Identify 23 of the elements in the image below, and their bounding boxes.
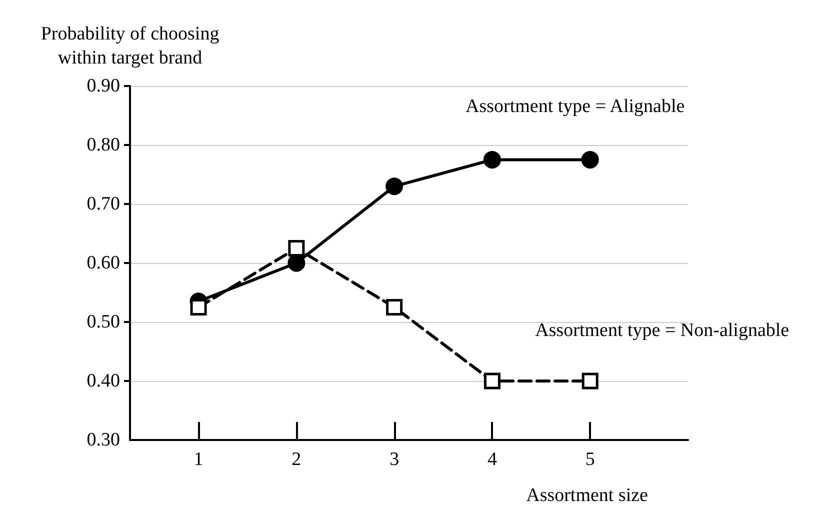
y-tick-label: 0.60 — [86, 252, 120, 274]
y-tick-label: 0.90 — [86, 76, 120, 96]
point — [483, 151, 501, 168]
point — [581, 151, 599, 168]
x-tick-label: 1 — [194, 449, 204, 470]
point — [288, 240, 305, 256]
x-tick-label: 2 — [292, 449, 302, 470]
point — [386, 299, 403, 316]
x-tick-label: 3 — [390, 449, 400, 470]
x-axis-title: Assortment size — [526, 485, 648, 506]
y-tick-label: 0.80 — [86, 134, 120, 156]
y-axis-title: Probability of choosing within target brand — [40, 24, 220, 68]
point — [484, 372, 500, 390]
text: Assortment type = Non-alignable — [535, 320, 790, 341]
y-tick-label: 0.30 — [86, 430, 120, 450]
point — [582, 372, 598, 390]
y-tick-label: 0.40 — [86, 370, 120, 392]
x-tick-label: 5 — [585, 449, 595, 470]
point — [386, 178, 404, 196]
text: Assortment type = Alignable — [466, 96, 685, 117]
x-tick-label: 4 — [487, 449, 498, 470]
y-tick-label: 0.50 — [86, 312, 120, 332]
y-tick-label: 0.70 — [86, 194, 120, 214]
